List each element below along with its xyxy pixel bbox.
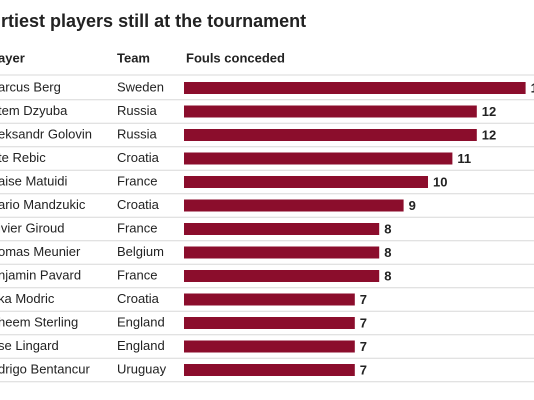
data-label: 8 [384,245,391,260]
data-label: 14 [531,80,534,95]
column-header: Team [117,50,150,65]
bar [184,152,453,165]
team-name: Croatia [117,291,160,306]
team-name: France [117,267,157,282]
column-header: ayer [0,50,25,65]
team-name: Russia [117,103,158,118]
player-name: aise Matuidi [0,173,67,188]
data-label: 7 [360,315,367,330]
player-name: drigo Bentancur [0,361,90,376]
player-name: njamin Pavard [0,267,81,282]
data-label: 8 [384,221,391,236]
player-name: tem Dzyuba [0,103,68,118]
bar [184,364,355,376]
bar [184,176,428,188]
data-label: 12 [482,127,496,142]
bar [184,129,477,141]
bar [184,246,380,259]
bar [184,293,355,306]
player-name: ivier Giroud [0,220,64,235]
player-name: ario Mandzukic [0,197,86,212]
player-name: te Rebic [0,150,46,165]
bar [184,223,380,235]
data-label: 12 [482,104,496,119]
column-header: Fouls conceded [186,50,285,65]
team-name: England [117,314,165,329]
player-name: ka Modric [0,291,55,306]
team-name: Uruguay [117,361,167,376]
chart-title: irtiest players still at the tournament [0,11,306,31]
bar [184,82,526,94]
team-name: France [117,173,157,188]
bar [184,317,355,329]
data-label: 7 [360,339,367,354]
player-name: heem Sterling [0,314,78,329]
team-name: Sweden [117,79,164,94]
team-name: Croatia [117,197,160,212]
data-label: 9 [409,198,416,213]
bar [184,340,355,353]
bar [184,270,380,282]
bar [184,105,477,118]
team-name: Belgium [117,244,164,259]
player-name: se Lingard [0,338,59,353]
data-label: 11 [457,151,471,166]
data-label: 7 [360,362,367,377]
player-name: eksandr Golovin [0,126,92,141]
team-name: Russia [117,126,158,141]
team-name: Croatia [117,150,160,165]
player-name: arcus Berg [0,79,61,94]
data-label: 8 [384,268,391,283]
player-name: omas Meunier [0,244,81,259]
team-name: France [117,220,157,235]
data-label: 7 [360,292,367,307]
bar [184,199,404,212]
data-label: 10 [433,174,447,189]
team-name: England [117,338,165,353]
